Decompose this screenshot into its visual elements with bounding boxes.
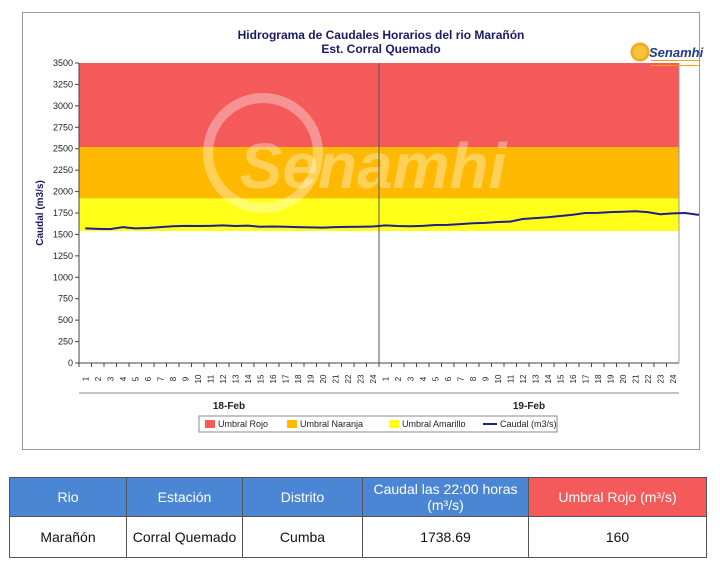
y-tick-label: 2500 <box>53 144 73 154</box>
x-tick-label: 24 <box>369 374 378 383</box>
x-tick-label: 20 <box>619 374 628 383</box>
x-tick-label: 21 <box>631 374 640 383</box>
x-tick-label: 2 <box>94 376 103 381</box>
x-tick-label: 24 <box>669 374 678 383</box>
x-tick-label: 12 <box>519 374 528 383</box>
y-tick-label: 3500 <box>53 58 73 68</box>
chart-frame: Hidrograma de Caudales Horarios del rio … <box>22 12 704 450</box>
x-tick-label: 5 <box>131 376 140 381</box>
x-tick-label: 14 <box>544 374 553 383</box>
x-tick-label: 23 <box>356 374 365 383</box>
x-tick-label: 3 <box>406 376 415 381</box>
table-header-row: Rio Estación Distrito Caudal las 22:00 h… <box>9 477 707 517</box>
cell-rio: Marañón <box>9 516 127 558</box>
flow-summary-table: Rio Estación Distrito Caudal las 22:00 h… <box>9 477 707 558</box>
x-tick-label: 9 <box>181 376 190 381</box>
x-tick-label: 2 <box>394 376 403 381</box>
x-tick-label: 20 <box>319 374 328 383</box>
x-tick-label: 18 <box>294 374 303 383</box>
x-tick-label: 16 <box>269 374 278 383</box>
x-tick-label: 15 <box>256 374 265 383</box>
table-row: Marañón Corral Quemado Cumba 1738.69 160 <box>9 516 707 558</box>
cell-estacion: Corral Quemado <box>126 516 243 558</box>
logo-name: Senamhi <box>649 45 704 60</box>
x-tick-label: 16 <box>569 374 578 383</box>
y-tick-label: 500 <box>58 315 73 325</box>
y-tick-label: 3250 <box>53 79 73 89</box>
x-tick-label: 13 <box>231 374 240 383</box>
legend-swatch <box>205 420 215 428</box>
y-tick-label: 1250 <box>53 251 73 261</box>
x-tick-label: 15 <box>556 374 565 383</box>
sun-logo-icon <box>629 41 651 63</box>
x-tick-label: 10 <box>494 374 503 383</box>
legend-label: Umbral Rojo <box>218 419 268 429</box>
day-label: 18-Feb <box>213 401 245 412</box>
x-tick-label: 11 <box>506 374 515 383</box>
x-tick-label: 6 <box>444 376 453 381</box>
x-tick-label: 22 <box>644 374 653 383</box>
x-tick-label: 11 <box>206 374 215 383</box>
header-caudal: Caudal las 22:00 horas (m³/s) <box>362 477 529 517</box>
x-tick-label: 1 <box>381 376 390 381</box>
legend-label: Caudal (m3/s) <box>500 419 557 429</box>
x-tick-label: 5 <box>431 376 440 381</box>
x-tick-label: 3 <box>106 376 115 381</box>
header-distrito: Distrito <box>242 477 363 517</box>
x-tick-label: 14 <box>244 374 253 383</box>
x-tick-label: 10 <box>194 374 203 383</box>
x-tick-label: 8 <box>169 376 178 381</box>
x-tick-label: 23 <box>656 374 665 383</box>
y-tick-label: 1750 <box>53 208 73 218</box>
legend-label: Umbral Naranja <box>300 419 363 429</box>
y-tick-label: 750 <box>58 294 73 304</box>
y-tick-label: 1500 <box>53 229 73 239</box>
x-tick-label: 17 <box>281 374 290 383</box>
watermark-text: Senamhi <box>240 130 508 202</box>
x-tick-label: 19 <box>606 374 615 383</box>
series-line-caudal <box>85 210 699 231</box>
x-tick-label: 7 <box>156 376 165 381</box>
y-tick-label: 2250 <box>53 165 73 175</box>
header-estacion: Estación <box>126 477 243 517</box>
y-tick-label: 0 <box>68 358 73 368</box>
cell-distrito: Cumba <box>242 516 363 558</box>
y-tick-label: 2750 <box>53 122 73 132</box>
y-tick-label: 1000 <box>53 272 73 282</box>
x-tick-label: 4 <box>419 376 428 381</box>
chart-title: Hidrograma de Caudales Horarios del rio … <box>238 28 525 42</box>
y-tick-label: 3000 <box>53 101 73 111</box>
chart-subtitle: Est. Corral Quemado <box>321 42 440 56</box>
x-tick-label: 4 <box>119 376 128 381</box>
x-tick-label: 21 <box>331 374 340 383</box>
senamhi-logo: Senamhi <box>629 39 704 71</box>
x-tick-label: 19 <box>306 374 315 383</box>
x-tick-label: 12 <box>219 374 228 383</box>
header-umbral-rojo: Umbral Rojo (m³/s) <box>528 477 707 517</box>
x-tick-label: 9 <box>481 376 490 381</box>
cell-caudal: 1738.69 <box>362 516 529 558</box>
legend-label: Umbral Amarillo <box>402 419 466 429</box>
header-rio: Rio <box>9 477 127 517</box>
x-tick-label: 7 <box>456 376 465 381</box>
day-label: 19-Feb <box>513 401 545 412</box>
x-tick-label: 18 <box>594 374 603 383</box>
x-tick-label: 22 <box>344 374 353 383</box>
x-tick-label: 8 <box>469 376 478 381</box>
x-tick-label: 13 <box>531 374 540 383</box>
hydrograph-chart: Hidrograma de Caudales Horarios del rio … <box>35 28 699 433</box>
x-tick-label: 1 <box>81 376 90 381</box>
legend-swatch <box>389 420 399 428</box>
watermark-sun-icon <box>203 93 323 213</box>
x-tick-label: 17 <box>581 374 590 383</box>
y-axis-title: Caudal (m3/s) <box>35 180 46 246</box>
cell-umbral-rojo: 160 <box>528 516 707 558</box>
y-tick-label: 2000 <box>53 187 73 197</box>
legend-swatch <box>287 420 297 428</box>
logo-underline <box>651 60 699 66</box>
y-tick-label: 250 <box>58 337 73 347</box>
x-tick-label: 6 <box>144 376 153 381</box>
